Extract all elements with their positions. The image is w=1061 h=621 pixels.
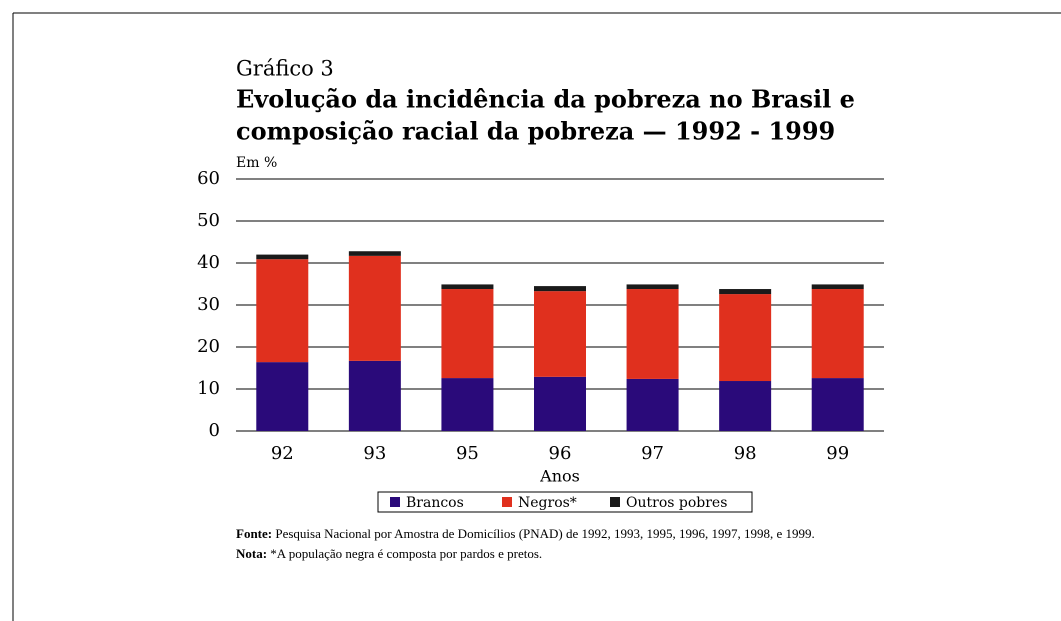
x-tick-label: 92 [271,443,294,464]
legend-swatch [610,497,620,507]
bar-segment [811,378,864,431]
bar-segment [626,284,679,290]
legend-label: Outros pobres [626,495,727,511]
legend-box [377,491,753,513]
note: Nota: *A população negra é composta por … [236,544,896,564]
bar-segment [811,284,864,290]
y-tick-label: 40 [197,252,220,273]
x-tick-label: 97 [641,443,664,464]
y-tick-label: 10 [197,378,220,399]
note-label: Nota: [236,546,268,561]
source-label: Fonte: [236,526,273,541]
x-axis-label: Anos [539,467,580,486]
x-tick-label: 93 [363,443,386,464]
legend-swatch [390,497,400,507]
bar-segment [811,289,864,379]
note-text: *A população negra é composta por pardos… [270,546,543,561]
bar-segment [348,251,401,256]
bar-segment [534,376,586,431]
y-tick-label: 0 [209,420,220,441]
bar-segment [534,291,586,377]
legend-label: Brancos [406,495,464,511]
y-tick-label: 30 [197,294,220,315]
bar-segment [441,289,494,379]
y-tick-label: 60 [197,168,220,189]
source-text: Pesquisa Nacional por Amostra de Domicíl… [275,526,815,541]
bar-segment [719,294,772,382]
bar-segment [348,255,401,361]
bar-segment [256,259,309,363]
chart-title: Evolução da incidência da pobreza no Bra… [236,85,855,114]
bar-segment [626,289,679,379]
bar-segment [534,286,586,292]
chart-label: Gráfico 3 [236,57,334,81]
y-unit: Em % [236,155,277,171]
bar-segment [719,381,772,431]
legend-swatch [502,497,512,507]
y-tick-label: 50 [197,210,220,231]
x-tick-label: 99 [826,443,849,464]
x-tick-label: 98 [734,443,757,464]
x-tick-label: 96 [549,443,572,464]
bar-segment [441,284,494,290]
chart-title: composição racial da pobreza — 1992 - 19… [236,117,835,146]
x-tick-label: 95 [456,443,479,464]
bar-segment [256,362,309,431]
bar-segment [626,378,679,431]
source: Fonte: Pesquisa Nacional por Amostra de … [236,524,896,544]
bar-segment [348,360,401,431]
bar-segment [719,289,772,295]
y-tick-label: 20 [197,336,220,357]
bar-segment [256,254,309,260]
footnote: Fonte: Pesquisa Nacional por Amostra de … [236,524,896,564]
legend-label: Negros* [518,495,577,511]
bar-segment [441,378,494,431]
